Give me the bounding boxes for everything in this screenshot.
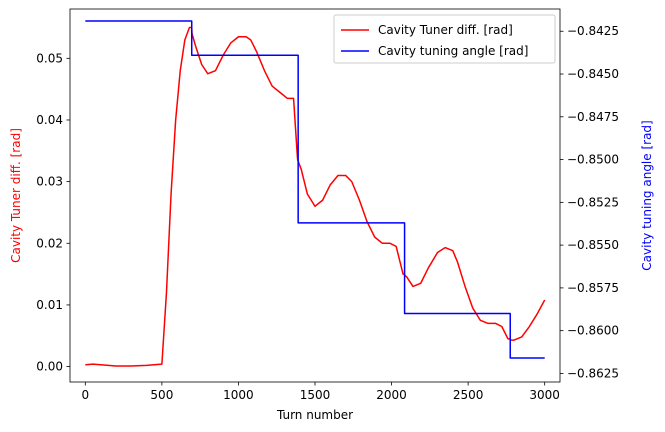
right-y-axis: −0.8625 −0.8600 −0.8575 −0.8550 −0.8525 −0.85… xyxy=(560,24,619,380)
legend-label-tuner-diff: Cavity Tuner diff. [rad] xyxy=(378,23,513,37)
legend-label-tuning-angle: Cavity tuning angle [rad] xyxy=(378,44,528,58)
left-y-tick-label: 0.00 xyxy=(36,360,63,374)
right-y-tick-label: −0.8600 xyxy=(567,324,619,338)
right-y-tick-label: −0.8625 xyxy=(567,366,619,380)
x-axis-title: Turn number xyxy=(276,408,353,422)
x-axis: 0 500 1000 1500 2000 2500 3000 xyxy=(81,382,560,402)
right-y-tick-label: −0.8450 xyxy=(567,67,619,81)
x-tick-label: 2000 xyxy=(376,388,407,402)
left-y-tick-label: 0.01 xyxy=(36,298,63,312)
right-y-tick-label: −0.8500 xyxy=(567,153,619,167)
legend-box xyxy=(333,14,556,64)
x-tick-label: 3000 xyxy=(529,388,560,402)
x-tick-label: 1500 xyxy=(300,388,331,402)
left-y-tick-label: 0.04 xyxy=(36,113,63,127)
left-y-tick-label: 0.03 xyxy=(36,175,63,189)
right-y-tick-label: −0.8425 xyxy=(567,24,619,38)
right-y-tick-label: −0.8525 xyxy=(567,195,619,209)
left-y-axis: 0.00 0.01 0.02 0.03 0.04 0.05 xyxy=(36,51,70,374)
right-y-tick-label: −0.8550 xyxy=(567,238,619,252)
series-line-tuning-angle xyxy=(85,20,545,359)
left-y-tick-label: 0.05 xyxy=(36,51,63,65)
right-y-tick-label: −0.8575 xyxy=(567,281,619,295)
left-y-tick-label: 0.02 xyxy=(36,236,63,250)
right-y-axis-title: Cavity tuning angle [rad] xyxy=(640,120,654,270)
left-y-axis-title: Cavity Tuner diff. [rad] xyxy=(9,128,23,263)
x-tick-label: 1000 xyxy=(223,388,254,402)
x-tick-label: 0 xyxy=(81,388,89,402)
right-y-tick-label: −0.8475 xyxy=(567,110,619,124)
legend: Cavity Tuner diff. [rad] Cavity tuning a… xyxy=(333,14,556,64)
x-tick-label: 2500 xyxy=(453,388,484,402)
x-tick-label: 500 xyxy=(150,388,173,402)
